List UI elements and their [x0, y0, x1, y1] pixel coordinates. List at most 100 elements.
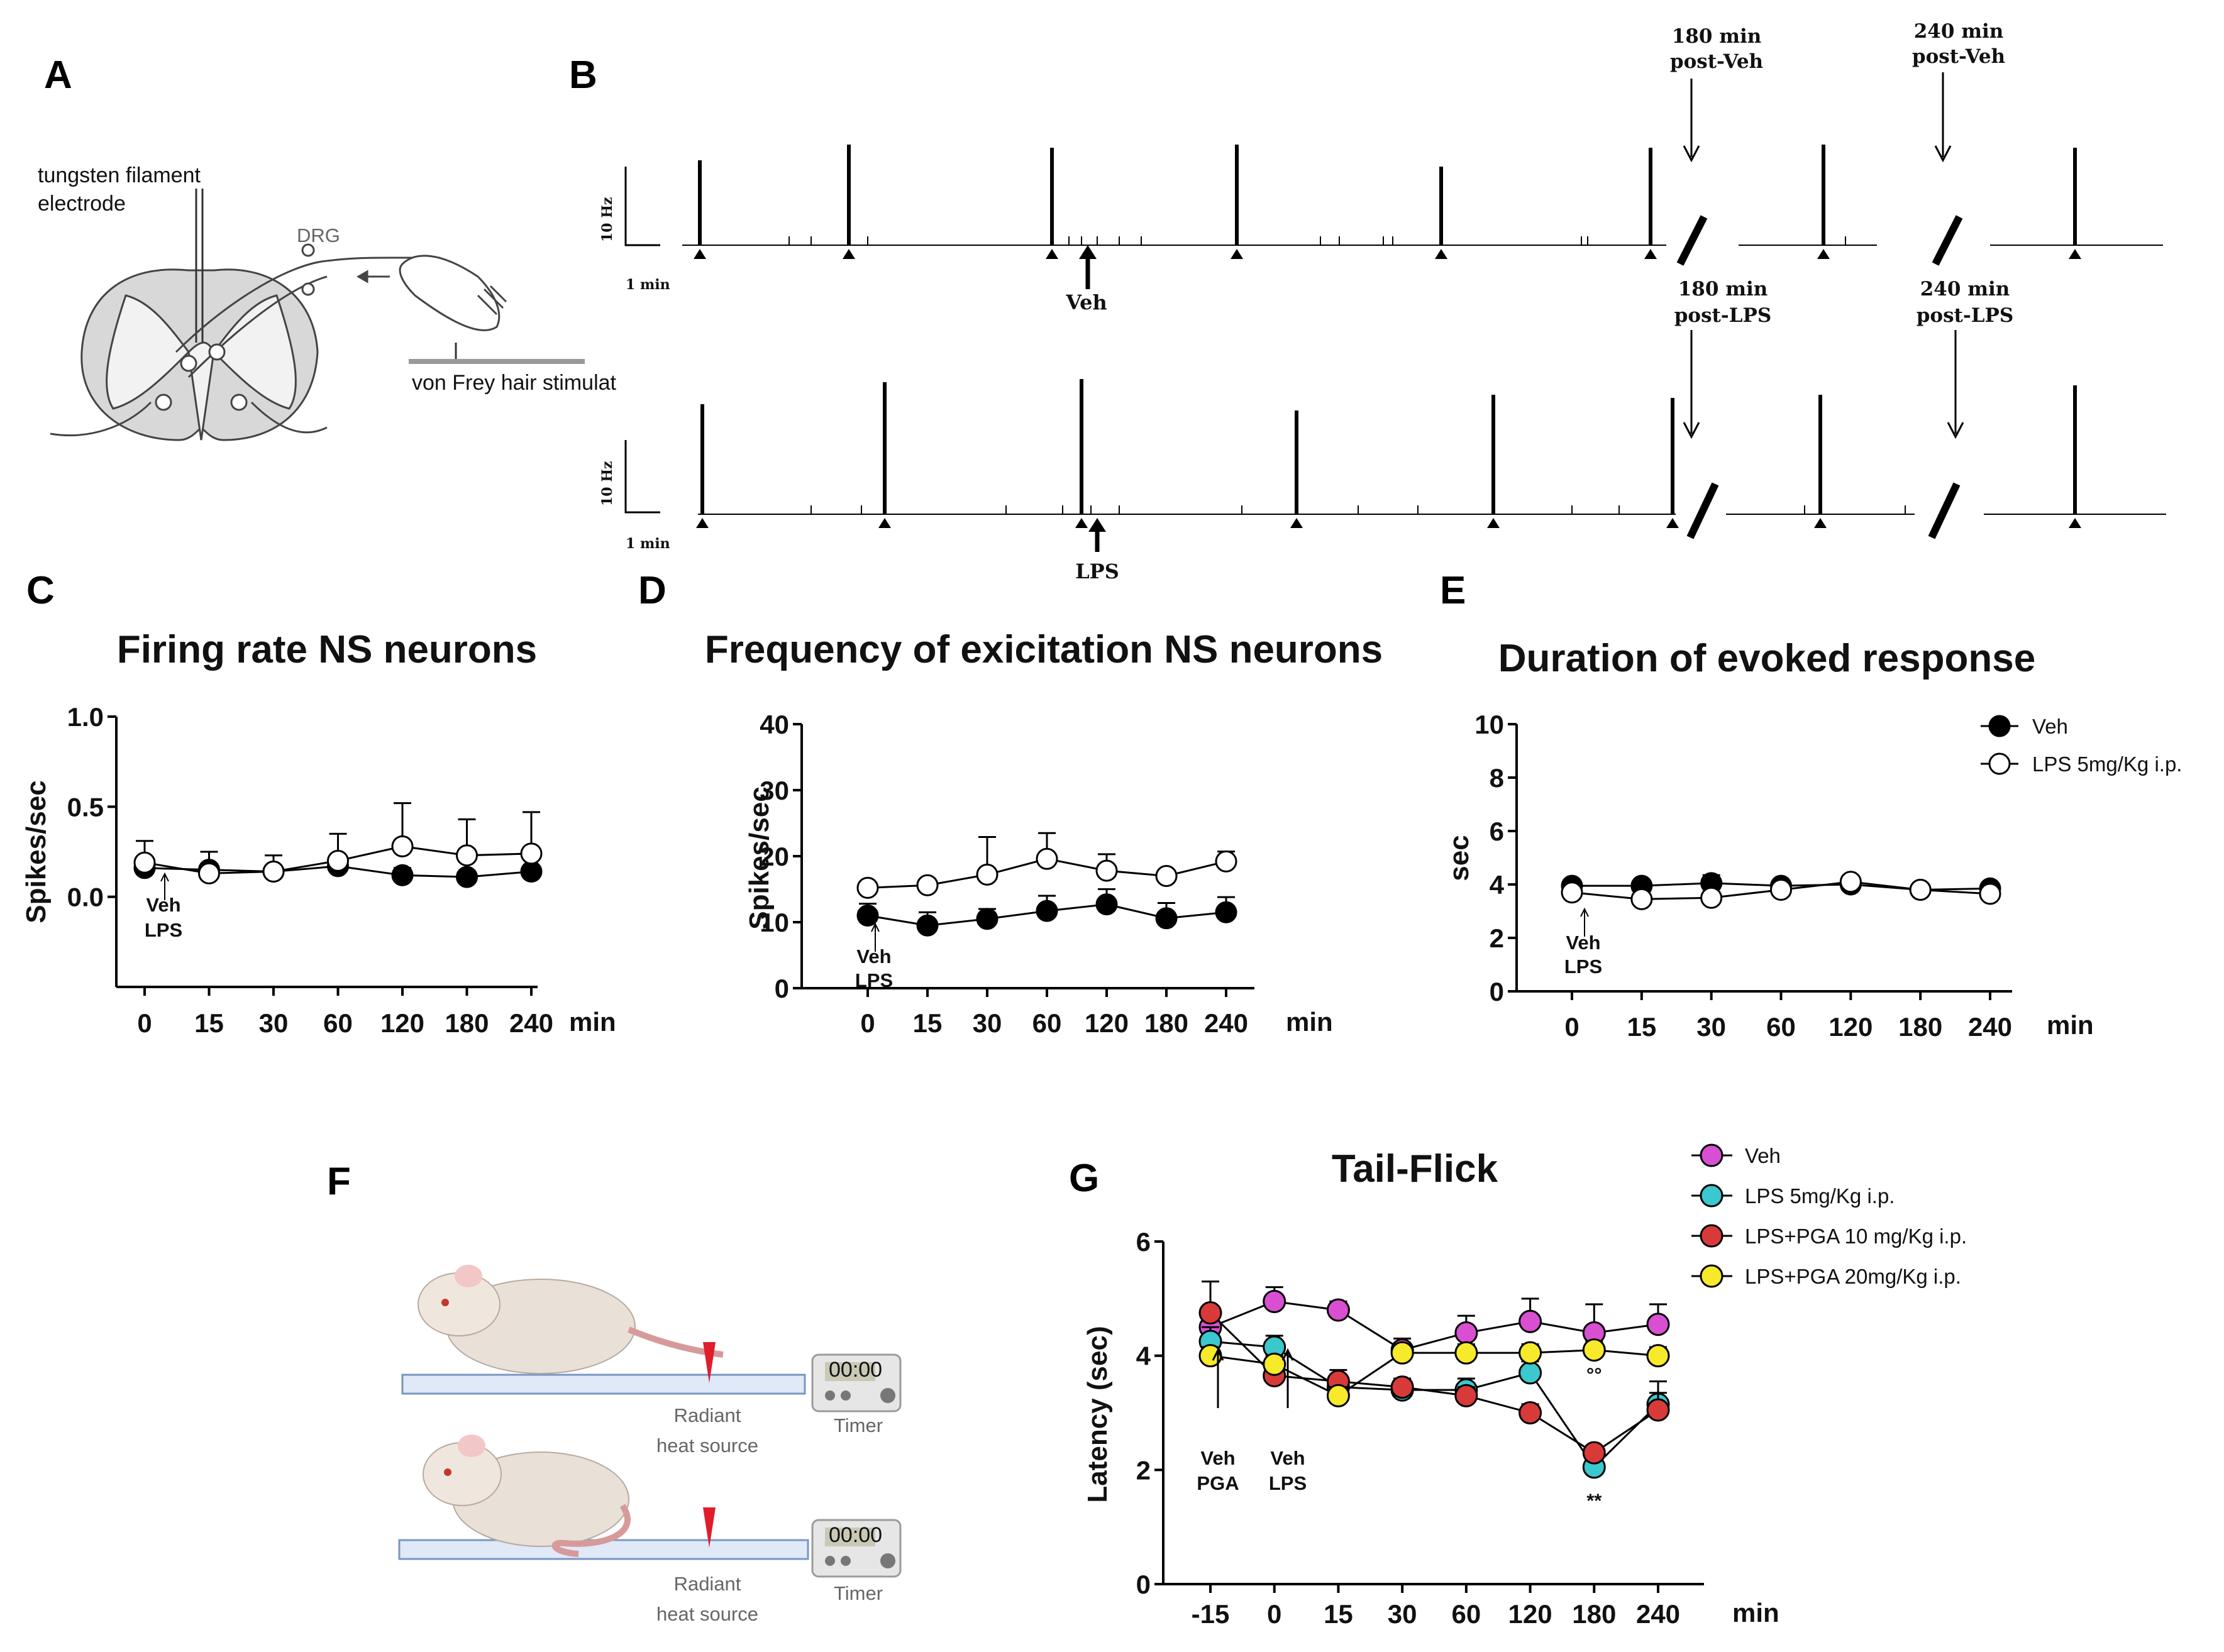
lps-label: LPS	[1075, 559, 1119, 583]
stimulus-marker	[696, 518, 709, 528]
y-tick-label: 0.5	[67, 792, 104, 822]
spike	[1439, 167, 1443, 245]
data-point	[1198, 1301, 1222, 1325]
annotation-veh: Veh	[1566, 932, 1600, 954]
legend: Veh LPS 5mg/Kg i.p. LPS+PGA 10 mg/Kg i.p. L…	[1691, 1143, 1967, 1288]
x-tick-label: 30	[1696, 1012, 1726, 1042]
y-tick-label: 8	[1490, 763, 1504, 793]
data-point	[1582, 1338, 1606, 1362]
annotation-lps: LPS	[145, 919, 182, 941]
panel-letter-d: D	[638, 569, 667, 612]
annotation-arrowhead	[871, 922, 880, 932]
scale-time-bottom: 1 min	[626, 536, 670, 552]
x-tick-label: 30	[259, 1008, 289, 1038]
data-point	[856, 876, 879, 899]
data-point	[1561, 881, 1583, 904]
chart-title: Tail-Flick	[1332, 1147, 1498, 1191]
data-point	[1519, 1341, 1542, 1365]
data-point	[856, 905, 879, 927]
series-veh	[1198, 1286, 1670, 1362]
y-tick-label: 0	[775, 974, 789, 1003]
x-tick-label: 60	[1766, 1012, 1796, 1042]
legend-label: LPS+PGA 10 mg/Kg i.p.	[1745, 1225, 1967, 1248]
stimulus-marker	[2069, 249, 2081, 259]
data-point	[1326, 1298, 1350, 1322]
y-tick-label: 10	[760, 908, 789, 937]
spike	[1649, 148, 1652, 245]
x-tick-label: 120	[1508, 1599, 1552, 1629]
series-lps-5mg-kg-i-p-	[133, 802, 543, 884]
data-point	[1155, 907, 1178, 930]
annotation-line2: PGA	[1197, 1472, 1239, 1494]
legend-label: Veh	[2032, 715, 2068, 738]
series-lps-pga-20mg-kg-i-p-	[1198, 1338, 1670, 1407]
data-point	[1215, 850, 1237, 873]
y-tick-label: 0	[1136, 1570, 1151, 1599]
scale-bars	[624, 167, 660, 514]
x-tick-label: 30	[973, 1008, 1002, 1038]
y-axis-label: Spikes/sec	[744, 786, 775, 930]
data-point	[1519, 1361, 1542, 1385]
bottom-mark-2-line1: 240 min	[1920, 278, 2010, 300]
data-point	[391, 864, 414, 886]
data-point	[1700, 886, 1723, 909]
scale-time-top: 1 min	[626, 277, 670, 293]
data-point	[1215, 901, 1237, 923]
stimulus-marker	[1487, 518, 1500, 528]
von-frey-label: von Frey hair stimulat	[412, 371, 617, 395]
spike	[1818, 395, 1822, 514]
data-point	[1036, 900, 1058, 922]
stimulus-marker	[878, 518, 891, 528]
data-point	[327, 849, 349, 872]
spike	[1491, 395, 1495, 514]
chart-c: C Firing rate NS neurons 0.0 0.5 1.0 0 15 30 60 1…	[21, 569, 616, 1038]
y-tick-label: 2	[1136, 1455, 1151, 1485]
x-tick-label: 180	[1144, 1008, 1188, 1038]
x-tick-label: 60	[1032, 1008, 1062, 1038]
x-axis-label: min	[569, 1007, 616, 1037]
data-point	[1155, 865, 1178, 887]
y-tick-label: 20	[760, 842, 789, 871]
annotation-veh: Veh	[146, 894, 180, 916]
x-tick-label: 60	[1451, 1599, 1481, 1629]
timer-display-2: 00:00	[829, 1523, 882, 1547]
x-axis-label: min	[2047, 1010, 2094, 1040]
data-point	[1095, 893, 1118, 916]
data-point	[1390, 1375, 1414, 1399]
y-tick-label: 10	[1474, 710, 1504, 739]
data-point	[916, 914, 939, 937]
chart-g: G Tail-Flick 0 2 4 6 -15 0 15 30 60 120 180 240 min Lat…	[1069, 1143, 1967, 1629]
stimulus-marker	[1814, 518, 1827, 528]
data-point	[1646, 1313, 1670, 1336]
spinal-cord-drawing	[50, 189, 585, 441]
y-tick-label: 4	[1490, 870, 1505, 900]
y-tick-label: 4	[1136, 1341, 1151, 1371]
spike	[1822, 145, 1825, 245]
x-tick-label: 240	[509, 1008, 553, 1038]
data-point	[1326, 1384, 1350, 1407]
x-tick-label: 120	[1828, 1012, 1873, 1042]
y-axis-label: Spikes/sec	[21, 780, 52, 923]
data-point	[1646, 1344, 1670, 1368]
top-mark-2-line2: post-Veh	[1912, 45, 2005, 68]
spike	[2073, 148, 2077, 245]
stimulus-marker	[1817, 249, 1830, 259]
panel-letter-a: A	[44, 53, 72, 97]
y-tick-label: 30	[760, 776, 789, 805]
x-tick-label: 15	[913, 1008, 943, 1038]
x-tick-label: 15	[194, 1008, 224, 1038]
data-point	[916, 874, 939, 896]
x-tick-label: 0	[860, 1008, 875, 1038]
y-tick-label: 6	[1490, 817, 1504, 846]
legend-marker	[1988, 752, 2011, 775]
stimulus-marker	[1644, 249, 1657, 259]
x-tick-label: 240	[1968, 1012, 2012, 1042]
annotation-arrowhead	[1212, 1348, 1224, 1361]
data-point	[1770, 879, 1792, 901]
chart-e: E Duration of evoked response 0 2 4 6 8 10 0 15 30…	[1440, 569, 2182, 1042]
data-point	[520, 842, 543, 865]
mouse-setup-2	[398, 1434, 902, 1578]
x-tick-label: 120	[380, 1008, 424, 1038]
panel-letter-e: E	[1440, 569, 1466, 612]
drg-label: DRG	[297, 224, 340, 246]
